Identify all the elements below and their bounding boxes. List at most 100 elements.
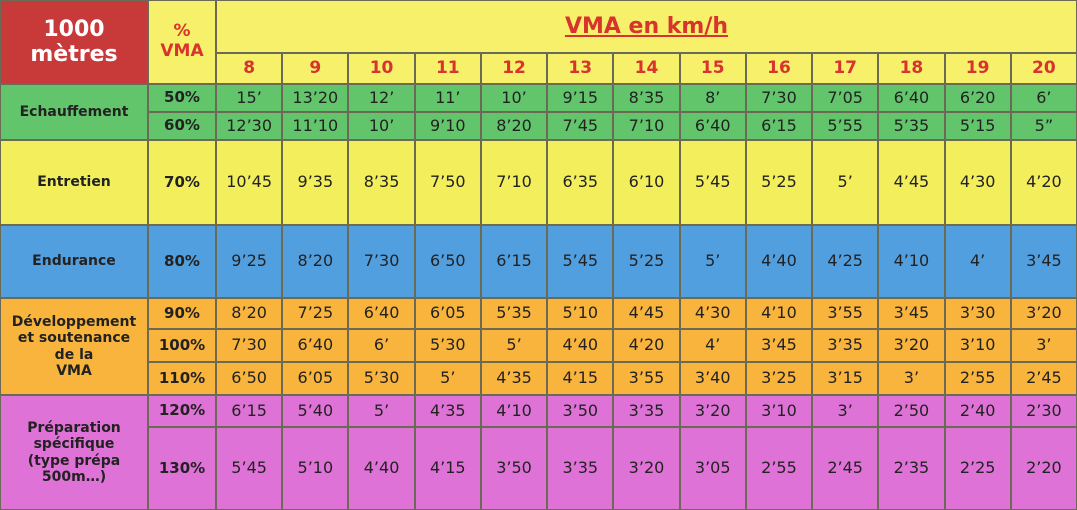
- speed-cell: 12: [480, 53, 548, 84]
- time-cell: 5”: [1010, 112, 1077, 140]
- time: 4’35: [496, 368, 532, 388]
- time-cell: 2’40: [944, 395, 1011, 427]
- time: 5’: [373, 400, 390, 420]
- time: 4’10: [893, 251, 930, 271]
- time: 8’20: [231, 303, 267, 323]
- time: 5’: [440, 368, 456, 388]
- time-cell: 5’55: [812, 112, 879, 140]
- time-cell: 3’40: [679, 362, 746, 395]
- pct: 130%: [158, 458, 206, 477]
- time: 6’: [373, 335, 390, 355]
- speed-cell: 18: [878, 53, 945, 84]
- pct: 110%: [158, 368, 206, 387]
- time-cell: 6’05: [414, 298, 481, 329]
- time-cell: 3’55: [613, 362, 680, 395]
- time: 2’55: [959, 368, 996, 388]
- time: 6’15: [496, 251, 532, 271]
- speed-cell: 20: [1010, 53, 1077, 84]
- time: 4’15: [429, 458, 466, 478]
- time-cell: 5’30: [414, 329, 481, 362]
- time-cell: 2’55: [944, 362, 1011, 395]
- speed: 18: [899, 57, 924, 78]
- time: 4’40: [363, 458, 400, 478]
- time-cell: 4’30: [944, 140, 1011, 225]
- time-cell: 4’40: [547, 329, 614, 362]
- time-cell: 5’30: [348, 362, 415, 395]
- time: 4’: [970, 251, 986, 271]
- time-cell: 4’35: [414, 395, 481, 427]
- time-cell: 8’20: [480, 112, 548, 140]
- time: 7’05: [827, 87, 863, 107]
- time: 2’25: [959, 458, 996, 478]
- group-label: Développement et soutenance de la VMA: [0, 298, 148, 395]
- vma-title: VMA en km/h: [216, 0, 1077, 53]
- time: 3’35: [827, 335, 863, 355]
- speed: 14: [634, 57, 659, 78]
- time: 3’: [1036, 335, 1052, 355]
- time: 6’50: [231, 368, 267, 388]
- time: 3’50: [562, 400, 599, 420]
- time: 2’55: [761, 458, 797, 478]
- time-cell: 2’35: [878, 427, 945, 510]
- time: 2’35: [893, 458, 930, 478]
- time: 6’05: [429, 303, 466, 323]
- time: 2’45: [827, 458, 863, 478]
- group-label-line: Entretien: [37, 174, 111, 191]
- time-cell: 5’: [679, 225, 746, 298]
- time: 5’40: [297, 400, 334, 420]
- time-cell: 4’25: [812, 225, 879, 298]
- time: 9’35: [297, 172, 334, 192]
- group-label-line: Développement: [11, 314, 137, 331]
- time-cell: 7’25: [282, 298, 349, 329]
- time: 10’45: [226, 172, 273, 192]
- time-cell: 6’15: [480, 225, 548, 298]
- time: 5’55: [827, 115, 863, 135]
- time-cell: 4’40: [348, 427, 415, 510]
- time-cell: 4’20: [1010, 140, 1077, 225]
- time-cell: 7’10: [480, 140, 548, 225]
- speed: 20: [1032, 57, 1056, 78]
- time-cell: 5’35: [480, 298, 548, 329]
- time-cell: 5’15: [944, 112, 1011, 140]
- time: 4’40: [761, 251, 797, 271]
- time-cell: 6’40: [282, 329, 349, 362]
- time-cell: 12’: [348, 84, 415, 112]
- time: 12’30: [226, 115, 273, 135]
- pct: 80%: [164, 251, 200, 270]
- vma-title-text: VMA en km/h: [564, 13, 729, 39]
- time-cell: 3’45: [878, 298, 945, 329]
- time: 7’30: [761, 87, 797, 107]
- time: 3’55: [827, 303, 863, 323]
- time: 3’35: [562, 458, 599, 478]
- time: 2’20: [1026, 458, 1062, 478]
- time: 9’15: [562, 87, 599, 107]
- time: 6’: [1036, 87, 1052, 107]
- time-cell: 11’: [414, 84, 481, 112]
- time-cell: 6’05: [282, 362, 349, 395]
- time-cell: 2’45: [812, 427, 879, 510]
- time: 6’05: [297, 368, 334, 388]
- time: 11’10: [292, 115, 339, 135]
- speed: 17: [833, 57, 857, 78]
- time: 6’35: [562, 172, 599, 192]
- time-cell: 6’15: [216, 395, 283, 427]
- speed-cell: 16: [745, 53, 813, 84]
- time-cell: 7’10: [613, 112, 680, 140]
- time-cell: 4’10: [480, 395, 548, 427]
- time-cell: 4’45: [613, 298, 680, 329]
- time-cell: 12’30: [216, 112, 283, 140]
- time-cell: 3’45: [1010, 225, 1077, 298]
- speed: 15: [700, 57, 725, 78]
- time: 5’: [837, 172, 853, 192]
- time-cell: 6’50: [414, 225, 481, 298]
- speed-cell: 11: [414, 53, 481, 84]
- time-cell: 6’40: [679, 112, 746, 140]
- time-cell: 4’40: [745, 225, 813, 298]
- time: 7’45: [562, 115, 599, 135]
- time: 5’10: [562, 303, 599, 323]
- time: 6’15: [231, 400, 267, 420]
- time-cell: 3’50: [547, 395, 614, 427]
- time-cell: 3’15: [812, 362, 879, 395]
- time-cell: 8’20: [216, 298, 283, 329]
- time-cell: 5’45: [547, 225, 614, 298]
